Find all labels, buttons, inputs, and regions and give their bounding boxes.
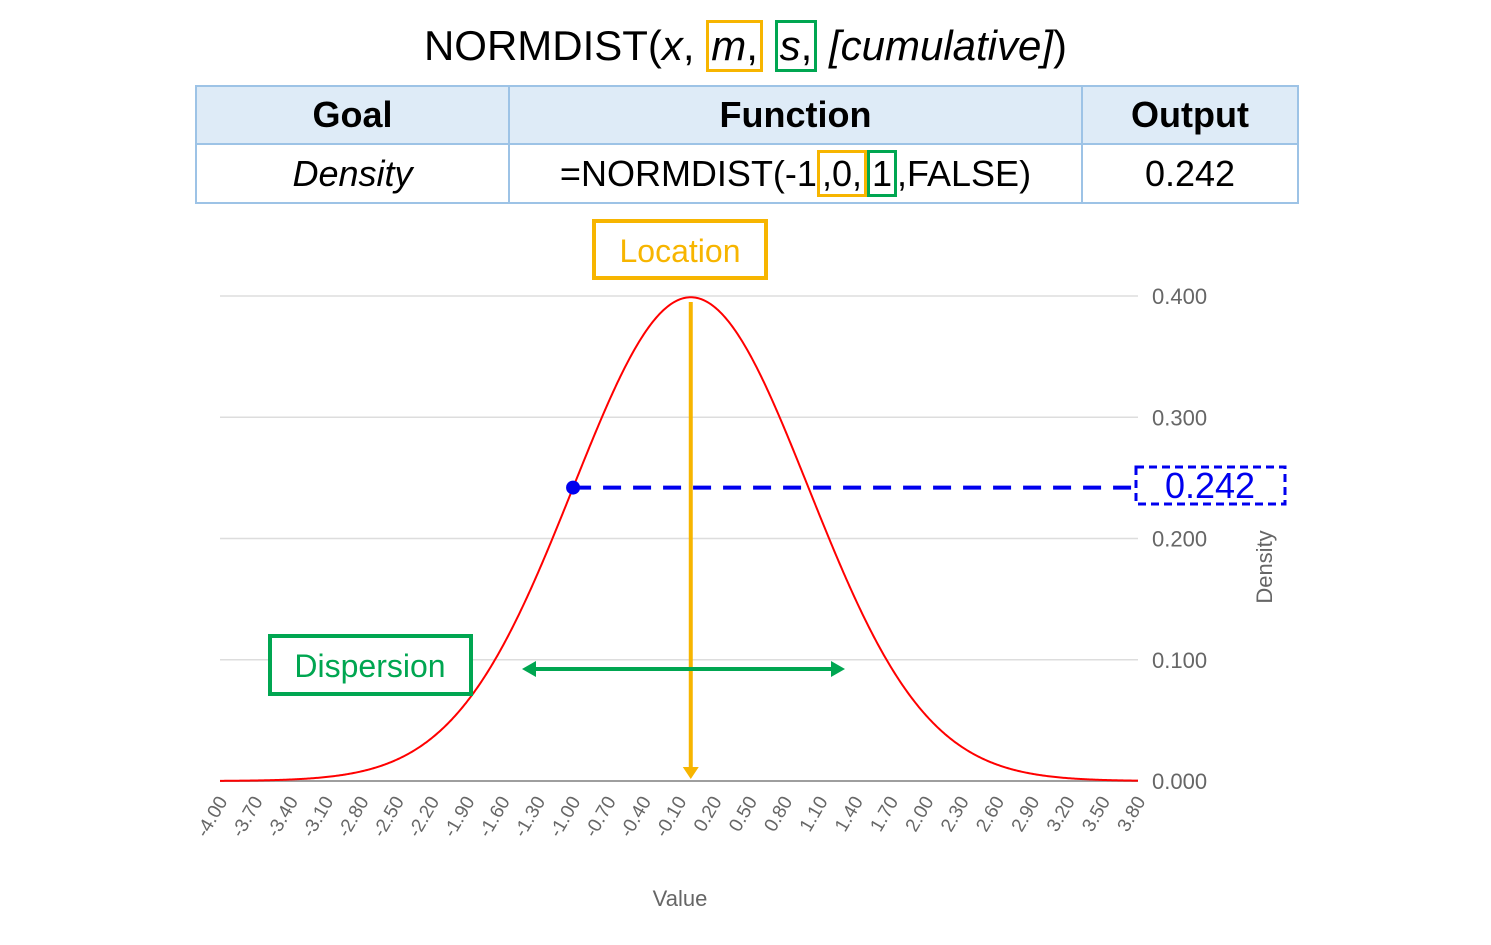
x-tick-label: 2.90 — [1008, 793, 1045, 836]
y-tick-label: 0.100 — [1152, 648, 1207, 673]
x-tick-label: -1.00 — [546, 793, 586, 841]
dispersion-label: Dispersion — [294, 648, 445, 684]
x-tick-label: 2.00 — [902, 793, 939, 836]
arg-s: s — [779, 22, 801, 69]
table-row: Density =NORMDIST(-1,0, 1 ,FALSE) 0.242 — [195, 143, 1299, 204]
cell-goal: Density — [195, 143, 510, 204]
x-tick-label: 3.50 — [1078, 793, 1115, 836]
x-tick-label: 3.20 — [1043, 793, 1080, 836]
x-tick-label: -3.40 — [263, 793, 303, 841]
function-suffix: ,FALSE) — [897, 152, 1032, 194]
x-tick-label: 2.30 — [937, 793, 974, 836]
value-label: 0.242 — [1165, 465, 1255, 506]
dispersion-arrowhead-left — [522, 661, 536, 677]
arg-m-separator: , — [746, 22, 758, 69]
dispersion-label-box — [268, 634, 473, 696]
close-paren: ) — [1053, 22, 1068, 69]
y-tick-label: 0.000 — [1152, 769, 1207, 794]
location-label: Location — [620, 233, 741, 269]
x-tick-label: -0.10 — [651, 793, 691, 841]
series-line — [219, 296, 1139, 782]
arg-x: x — [661, 22, 683, 69]
location-label-box — [592, 219, 768, 280]
x-tick-label: -1.90 — [440, 793, 480, 841]
x-tick-label: 1.10 — [796, 793, 833, 836]
arg-s-separator: , — [800, 22, 813, 69]
highlight-point — [566, 480, 581, 495]
header-function: Function — [508, 85, 1083, 145]
x-tick-label: -3.70 — [228, 793, 268, 841]
cell-output: 0.242 — [1081, 143, 1299, 204]
y-tick-label: 0.400 — [1152, 284, 1207, 309]
function-name: NORMDIST( — [423, 22, 662, 69]
x-tick-label: 1.40 — [831, 793, 868, 836]
x-tick-label: -2.20 — [404, 793, 444, 841]
x-tick-label: 0.50 — [725, 793, 762, 836]
annotations: Location Dispersion 0.242 — [268, 219, 1287, 779]
x-tick-label: -1.30 — [510, 793, 550, 841]
x-tick-label: -2.50 — [369, 793, 409, 841]
arg-separator: , — [682, 22, 707, 69]
x-tick-label: -0.40 — [616, 793, 656, 841]
dispersion-arrowhead-right — [831, 661, 845, 677]
x-tick-label: -2.80 — [334, 793, 374, 841]
y-axis-title: Density — [1252, 530, 1277, 603]
header-goal: Goal — [195, 85, 510, 145]
x-tick-label: 2.60 — [972, 793, 1009, 836]
x-tick-label: 0.80 — [761, 793, 798, 836]
x-tick-label: -0.70 — [581, 793, 621, 841]
x-tick-labels: -4.00-3.70-3.40-3.10-2.80-2.50-2.20-1.90… — [192, 793, 1150, 841]
function-m-box: ,0, — [816, 149, 867, 197]
function-table: Goal Function Output Density =NORMDIST(-… — [195, 85, 1299, 204]
x-tick-label: 1.70 — [866, 793, 903, 836]
arg-m: m — [711, 22, 747, 69]
location-arrowhead — [682, 767, 699, 779]
series-curve-group — [219, 296, 1139, 782]
header-output: Output — [1081, 85, 1299, 145]
y-tick-label: 0.300 — [1152, 405, 1207, 430]
arg-cumulative: [cumulative] — [817, 22, 1054, 69]
x-tick-label: -3.10 — [298, 793, 338, 841]
table-header-row: Goal Function Output — [195, 85, 1299, 145]
grid — [220, 295, 1138, 782]
cell-function: =NORMDIST(-1,0, 1 ,FALSE) — [508, 143, 1083, 204]
chart-title: NORMDIST(x, m, s, [cumulative]) — [0, 18, 1491, 74]
value-label-box — [1134, 465, 1287, 506]
x-tick-label: -4.00 — [192, 793, 232, 841]
x-tick-label: 3.80 — [1114, 793, 1151, 836]
x-tick-label: 0.20 — [690, 793, 727, 836]
y-tick-labels: 0.000 0.100 0.200 0.300 0.400 — [1152, 284, 1207, 794]
y-tick-label: 0.200 — [1152, 527, 1207, 552]
arg-s-box: s, — [774, 20, 818, 72]
x-axis-title: Value — [653, 886, 708, 911]
function-prefix: =NORMDIST(-1 — [559, 152, 817, 194]
arg-m-box: m, — [706, 20, 763, 72]
x-tick-label: -1.60 — [475, 793, 515, 841]
function-s-box: 1 — [866, 149, 897, 197]
